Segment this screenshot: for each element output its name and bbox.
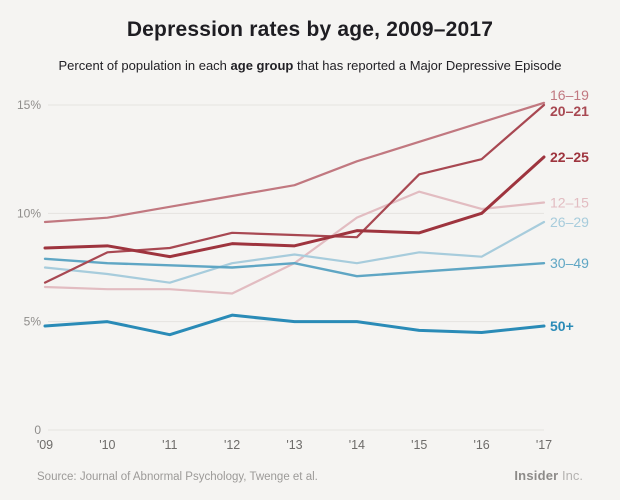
x-axis-tick-label: '17 (536, 438, 552, 452)
y-axis-tick-label: 10% (17, 206, 41, 220)
x-axis-tick-label: '14 (349, 438, 365, 452)
x-axis-tick-label: '11 (162, 438, 177, 452)
insider-logo-inc: Inc. (562, 468, 583, 483)
series-label-30–49: 30–49 (550, 255, 589, 271)
chart-footer: Source: Journal of Abnormal Psychology, … (0, 468, 620, 483)
series-label-26–29: 26–29 (550, 214, 589, 230)
source-note: Source: Journal of Abnormal Psychology, … (37, 471, 318, 483)
subtitle-text-end: that has reported a Major Depressive Epi… (293, 58, 562, 73)
x-axis-tick-label: '15 (411, 438, 427, 452)
x-axis-tick-label: '09 (37, 438, 53, 452)
series-line-22–25 (43, 155, 546, 259)
chart-subtitle: Percent of population in each age group … (0, 42, 620, 73)
subtitle-bold-text: age group (230, 58, 294, 73)
y-axis-tick-label: 15% (17, 98, 41, 112)
series-line-26–29 (43, 220, 546, 284)
series-label-12–15: 12–15 (550, 194, 589, 210)
y-axis-tick-label: 5% (24, 315, 42, 329)
depression-rates-line-chart: 0 5% 10% 15% '09 '10 '11 '12 '13 '14 '15 '16 '17 16–1… (17, 87, 589, 452)
insider-logo-bold: Insider (514, 468, 559, 483)
series-line-12–15 (43, 190, 546, 295)
series-label-16–19: 16–19 (550, 87, 589, 103)
x-axis-tick-label: '16 (473, 438, 489, 452)
x-axis-tick-label: '12 (224, 438, 240, 452)
series-label-20–21: 20–21 (550, 103, 589, 119)
series-line-16–19 (43, 101, 546, 224)
series-line-50+ (43, 313, 546, 337)
insider-logo: Insider Inc. (514, 468, 583, 483)
x-axis-tick-label: '10 (99, 438, 115, 452)
series-label-50+: 50+ (550, 318, 574, 334)
x-axis-tick-label: '13 (286, 438, 302, 452)
y-axis-tick-label: 0 (34, 423, 41, 437)
series-label-22–25: 22–25 (550, 149, 589, 165)
page-title: Depression rates by age, 2009–2017 (126, 18, 494, 41)
subtitle-text: Percent of population in each (58, 58, 231, 73)
series-line-30–49 (43, 257, 546, 278)
